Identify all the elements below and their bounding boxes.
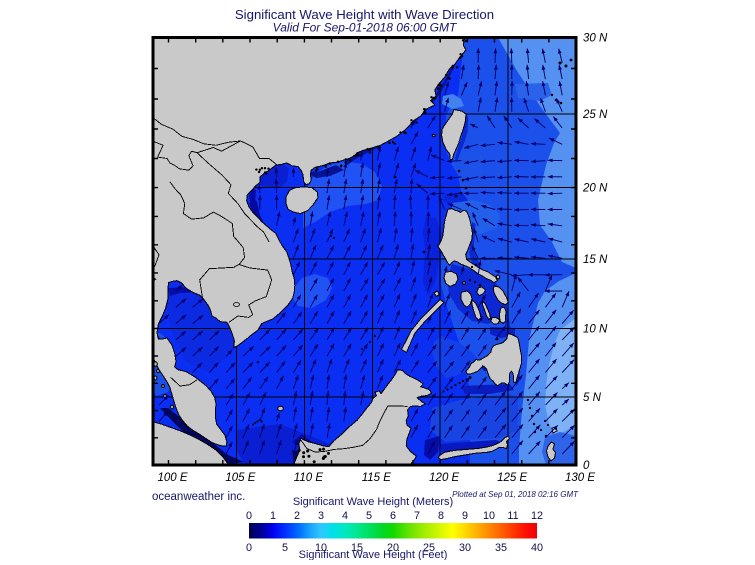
svg-text:Plotted at Sep 01, 2018 02:16: Plotted at Sep 01, 2018 02:16 GMT xyxy=(452,490,579,499)
svg-text:110 E: 110 E xyxy=(294,472,324,484)
svg-text:15 N: 15 N xyxy=(583,254,608,266)
svg-text:100 E: 100 E xyxy=(157,472,187,484)
svg-text:10: 10 xyxy=(315,542,327,554)
svg-text:Significant Wave Height (Meter: Significant Wave Height (Meters) xyxy=(293,496,453,508)
svg-text:8: 8 xyxy=(438,510,444,522)
svg-text:3: 3 xyxy=(318,510,324,522)
svg-text:5: 5 xyxy=(282,542,288,554)
svg-text:7: 7 xyxy=(414,510,420,522)
svg-text:Significant Wave Height (Feet): Significant Wave Height (Feet) xyxy=(299,549,448,560)
svg-text:5: 5 xyxy=(366,510,372,522)
svg-text:25 N: 25 N xyxy=(582,109,608,121)
svg-text:10: 10 xyxy=(483,510,495,522)
svg-text:12: 12 xyxy=(531,510,543,522)
svg-text:9: 9 xyxy=(462,510,468,522)
svg-text:6: 6 xyxy=(390,510,396,522)
svg-text:11: 11 xyxy=(507,510,518,522)
svg-text:30: 30 xyxy=(459,542,471,554)
svg-text:1: 1 xyxy=(270,510,276,522)
svg-text:20: 20 xyxy=(387,542,399,554)
svg-text:125 E: 125 E xyxy=(497,472,527,484)
svg-text:Valid For Sep-01-2018 06:00 GM: Valid For Sep-01-2018 06:00 GMT xyxy=(273,21,458,35)
svg-text:0: 0 xyxy=(583,460,590,472)
svg-text:4: 4 xyxy=(342,510,348,522)
svg-text:40: 40 xyxy=(531,542,543,554)
svg-text:0: 0 xyxy=(246,542,252,554)
svg-text:35: 35 xyxy=(495,542,507,554)
svg-text:2: 2 xyxy=(294,510,300,522)
svg-text:120 E: 120 E xyxy=(429,472,459,484)
svg-text:5 N: 5 N xyxy=(583,392,602,404)
svg-text:115 E: 115 E xyxy=(362,472,392,484)
svg-text:30 N: 30 N xyxy=(583,33,608,45)
svg-text:105 E: 105 E xyxy=(225,472,255,484)
svg-text:20 N: 20 N xyxy=(582,183,608,195)
svg-text:10 N: 10 N xyxy=(583,324,608,336)
svg-text:130 E: 130 E xyxy=(565,472,595,484)
svg-text:Significant Wave Height with W: Significant Wave Height with Wave Direct… xyxy=(235,7,494,22)
svg-text:oceanweather inc.: oceanweather inc. xyxy=(152,491,245,503)
svg-text:0: 0 xyxy=(246,510,252,522)
svg-text:15: 15 xyxy=(351,542,363,554)
svg-text:25: 25 xyxy=(423,542,435,554)
